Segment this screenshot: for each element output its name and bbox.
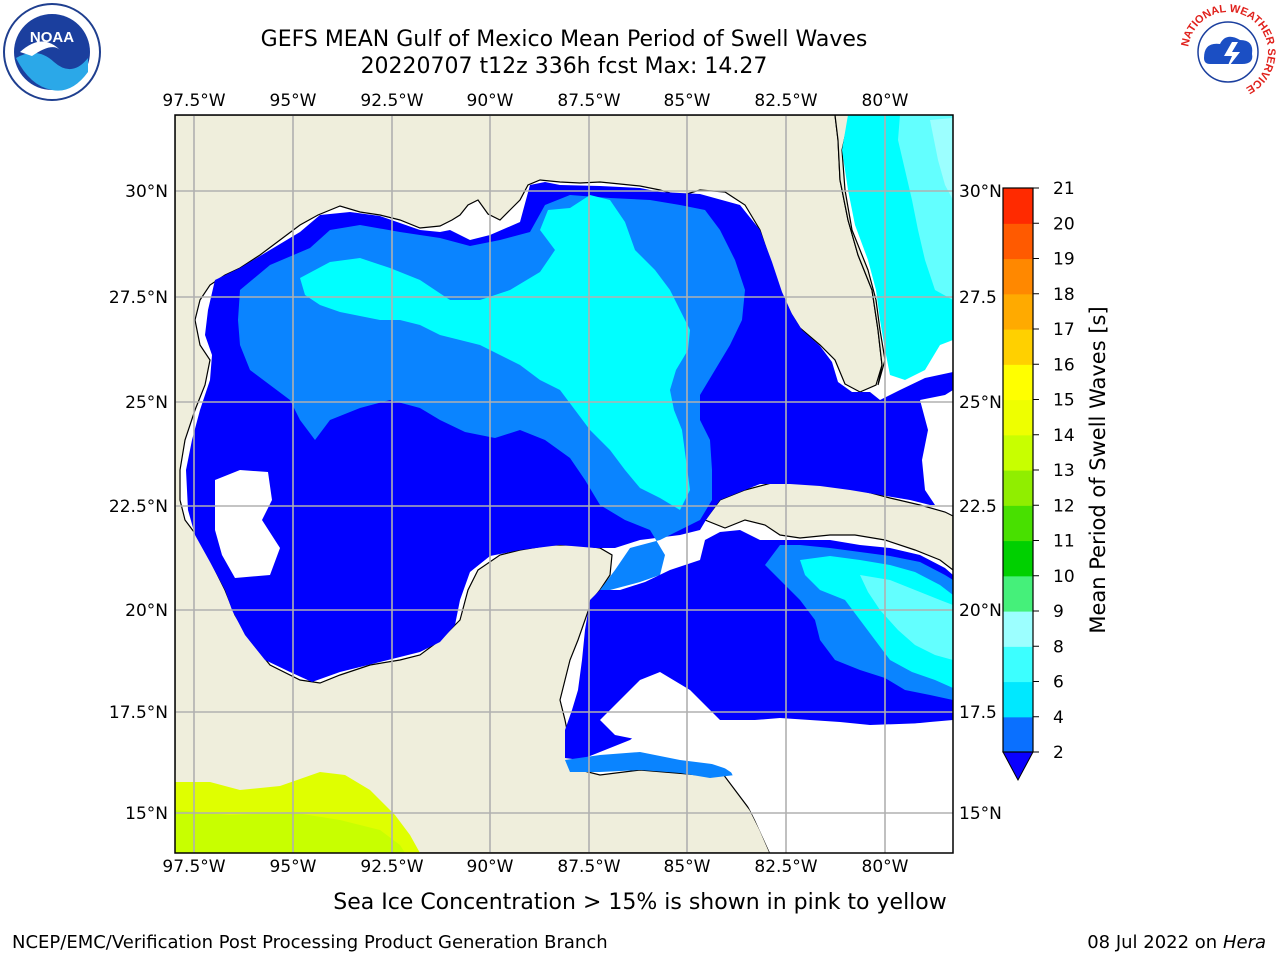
colorbar: 2 4 6 8 9 10 11 12 13 14 15 16 17 18 19 20 21 [1002, 179, 1075, 782]
lat-label-right: 30°N [959, 182, 1002, 202]
colorbar-segment [1003, 575, 1033, 612]
no-data-patch-west [215, 470, 280, 578]
lat-label-left: 30°N [125, 182, 168, 202]
graticule [175, 115, 953, 853]
colorbar-segment [1003, 681, 1033, 718]
lat-label-left: 15°N [125, 804, 168, 824]
colorbar-tick-label: 4 [1053, 708, 1064, 728]
colorbar-tick-label: 6 [1053, 673, 1064, 693]
colorbar-tick-label: 12 [1053, 496, 1075, 516]
lat-label-left: 20°N [125, 601, 168, 621]
colorbar-segment [1003, 399, 1033, 436]
lon-label-top: 97.5°W [162, 91, 225, 111]
lon-label-bottom: 80°W [862, 857, 909, 877]
colorbar-title: Mean Period of Swell Waves [s] [1086, 306, 1110, 634]
map-frame [174, 114, 954, 854]
lat-label-left: 25°N [125, 393, 168, 413]
branch-credit: NCEP/EMC/Verification Post Processing Pr… [12, 932, 608, 953]
lon-label-top: 95°W [270, 91, 317, 111]
lon-label-top: 82.5°W [754, 91, 817, 111]
lat-label-right: 17.5 [959, 703, 997, 723]
period-band-8-9s-caribbean [860, 575, 953, 660]
colorbar-segment [1003, 505, 1033, 542]
lon-label-bottom: 82.5°W [754, 857, 817, 877]
lon-label-top: 92.5°W [360, 91, 423, 111]
colorbar-tick-label: 15 [1053, 391, 1075, 411]
colorbar-segment [1003, 258, 1033, 295]
colorbar-tick-label: 2 [1053, 743, 1064, 763]
colorbar-tick-label: 11 [1053, 532, 1075, 552]
colorbar-segment [1003, 364, 1033, 401]
colorbar-tick-label: 13 [1053, 461, 1075, 481]
period-band-6-8s-caribbean [800, 556, 953, 688]
no-data-patch-southeast [600, 672, 953, 853]
ice-field-pacific-inner [175, 810, 405, 853]
colorbar-segment [1003, 470, 1033, 506]
colorbar-tick-label: 10 [1053, 567, 1075, 587]
lon-label-bottom: 97.5°W [162, 857, 225, 877]
colorbar-tick-label: 20 [1053, 214, 1075, 234]
colorbar-tick-label: 17 [1053, 320, 1075, 340]
colorbar-segment [1003, 293, 1033, 330]
colorbar-tick-label: 18 [1053, 285, 1075, 305]
lat-label-right: 22.5 [959, 497, 997, 517]
colorbar-segment [1003, 329, 1033, 365]
lat-label-right: 15°N [959, 804, 1002, 824]
lon-label-bottom: 95°W [270, 857, 317, 877]
colorbar-tick-label: 21 [1053, 179, 1075, 199]
lon-label-bottom: 87.5°W [557, 857, 620, 877]
colorbar-extend-arrow [1002, 751, 1034, 782]
lon-label-top: 90°W [467, 91, 514, 111]
lon-label-bottom: 92.5°W [360, 857, 423, 877]
no-data-patch-florida-straits [920, 390, 953, 505]
colorbar-segment [1003, 188, 1033, 224]
nws-logo: NATIONAL WEATHER SERVICE [1179, 3, 1277, 100]
lon-label-top: 80°W [862, 91, 909, 111]
colorbar-tick-label: 9 [1053, 602, 1064, 622]
colorbar-segment [1003, 434, 1033, 471]
lon-label-bottom: 85°W [664, 857, 711, 877]
lon-label-top: 87.5°W [557, 91, 620, 111]
lon-label-bottom: 90°W [467, 857, 514, 877]
lat-label-right: 27.5 [959, 288, 997, 308]
period-band-6-8s-central [300, 195, 690, 510]
colorbar-segment [1003, 611, 1033, 647]
date-credit: 08 Jul 2022 on Hera [1087, 932, 1266, 953]
colorbar-tick-label: 19 [1053, 250, 1075, 270]
host-name: Hera [1222, 932, 1266, 953]
lat-label-right: 20°N [959, 601, 1002, 621]
lat-label-left: 27.5°N [109, 288, 168, 308]
colorbar-segment [1003, 646, 1033, 683]
colorbar-tick-label: 16 [1053, 355, 1075, 375]
date-text: 08 Jul 2022 on [1087, 932, 1223, 953]
period-band-9-10s-atlantic [930, 118, 953, 200]
noaa-logo-text: NOAA [30, 29, 74, 46]
lat-label-left: 17.5°N [109, 703, 168, 723]
map-area [175, 115, 953, 853]
noaa-logo: NOAA [3, 3, 101, 101]
colorbar-tick-label: 14 [1053, 426, 1075, 446]
lat-label-right: 25°N [959, 393, 1002, 413]
sea-ice-note: Sea Ice Concentration > 15% is shown in … [333, 890, 947, 915]
lat-label-left: 22.5°N [109, 497, 168, 517]
colorbar-segment [1003, 223, 1033, 260]
lon-label-top: 85°W [664, 91, 711, 111]
colorbar-tick-label: 8 [1053, 637, 1064, 657]
chart-subtitle-forecast: 20220707 t12z 336h fcst Max: 14.27 [360, 54, 768, 79]
colorbar-segment [1003, 716, 1033, 753]
period-band-4-6s-honduras [565, 752, 735, 778]
chart-title: GEFS MEAN Gulf of Mexico Mean Period of … [260, 27, 868, 52]
land-florida-east [834, 115, 886, 386]
colorbar-segment [1003, 540, 1033, 577]
